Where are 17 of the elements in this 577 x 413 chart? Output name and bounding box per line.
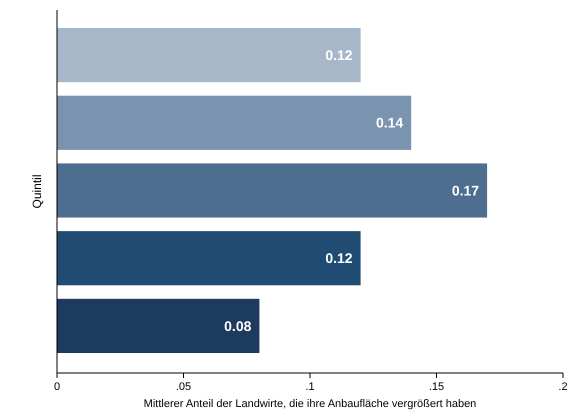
data-label: 0.14 xyxy=(376,114,404,131)
y-axis-title: Quintil xyxy=(30,174,44,209)
data-label: 0.17 xyxy=(452,182,480,198)
bar xyxy=(57,96,412,150)
data-label: 0.12 xyxy=(325,46,353,63)
bar xyxy=(57,298,260,353)
x-tick-label: .05 xyxy=(176,381,192,393)
bar xyxy=(57,231,361,286)
data-label: 0.12 xyxy=(325,250,353,266)
bar xyxy=(57,163,488,218)
bar xyxy=(57,28,361,82)
x-tick-label: 0 xyxy=(54,381,60,393)
x-tick-label: .1 xyxy=(305,381,315,393)
x-axis-title: Mittlerer Anteil der Landwirte, die ihre Anbaufläche vergrößert haben xyxy=(144,398,476,410)
data-label: 0.08 xyxy=(224,318,252,334)
x-tick-label: .15 xyxy=(428,381,444,393)
x-tick-label: .2 xyxy=(558,381,568,393)
